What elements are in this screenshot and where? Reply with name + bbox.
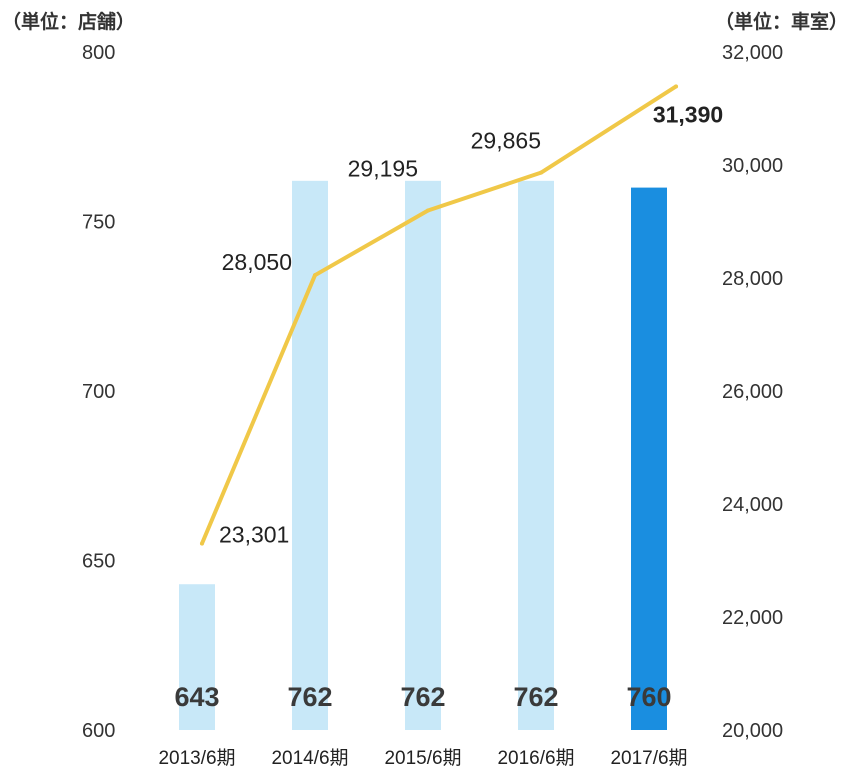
- bar-value-label: 762: [400, 682, 445, 712]
- right-tick-label: 26,000: [722, 381, 783, 403]
- left-tick-label: 700: [82, 381, 115, 403]
- left-tick-label: 750: [82, 212, 115, 234]
- right-axis-unit: （単位：車室）: [715, 10, 848, 33]
- right-tick-label: 30,000: [722, 155, 783, 177]
- bar-value-label: 643: [174, 682, 219, 712]
- line-value-label: 23,301: [219, 521, 289, 547]
- bar-value-label: 762: [513, 682, 558, 712]
- bar-value-label: 760: [626, 682, 671, 712]
- category-label: 2013/6期: [158, 747, 235, 769]
- right-tick-label: 28,000: [722, 268, 783, 290]
- category-label: 2016/6期: [497, 747, 574, 769]
- bar-value-label: 762: [287, 682, 332, 712]
- right-tick-label: 22,000: [722, 607, 783, 629]
- line-point: [313, 273, 317, 278]
- line-point: [674, 84, 678, 89]
- line-point: [426, 208, 430, 213]
- category-label: 2015/6期: [384, 747, 461, 769]
- line-value-label: 31,390: [653, 101, 723, 127]
- left-axis: 600 650 700 750 800: [82, 42, 115, 742]
- bar: [292, 180, 328, 730]
- right-axis: 20,000 22,000 24,000 26,000 28,000 30,000 32,0…: [722, 42, 783, 742]
- category-label: 2014/6期: [271, 747, 348, 769]
- line-point: [539, 170, 543, 175]
- line-value-label: 28,050: [222, 249, 292, 275]
- left-tick-label: 650: [82, 551, 115, 573]
- right-tick-label: 32,000: [722, 42, 783, 64]
- right-tick-label: 20,000: [722, 720, 783, 742]
- left-axis-unit: （単位：店舗）: [2, 10, 135, 33]
- line-value-label: 29,195: [348, 155, 418, 181]
- bar: [405, 180, 441, 730]
- left-tick-label: 800: [82, 42, 115, 64]
- x-axis: 2013/6期 2014/6期 2015/6期 2016/6期 2017/6期: [158, 747, 687, 769]
- line-series: 23,301 28,050 29,195 29,865 31,390: [200, 84, 723, 547]
- bar: [518, 180, 554, 730]
- left-tick-label: 600: [82, 720, 115, 742]
- right-tick-label: 24,000: [722, 494, 783, 516]
- bar: [179, 584, 215, 730]
- line-point: [200, 541, 204, 546]
- line-value-label: 29,865: [471, 128, 541, 154]
- bar: [631, 187, 667, 731]
- category-label: 2017/6期: [610, 747, 687, 769]
